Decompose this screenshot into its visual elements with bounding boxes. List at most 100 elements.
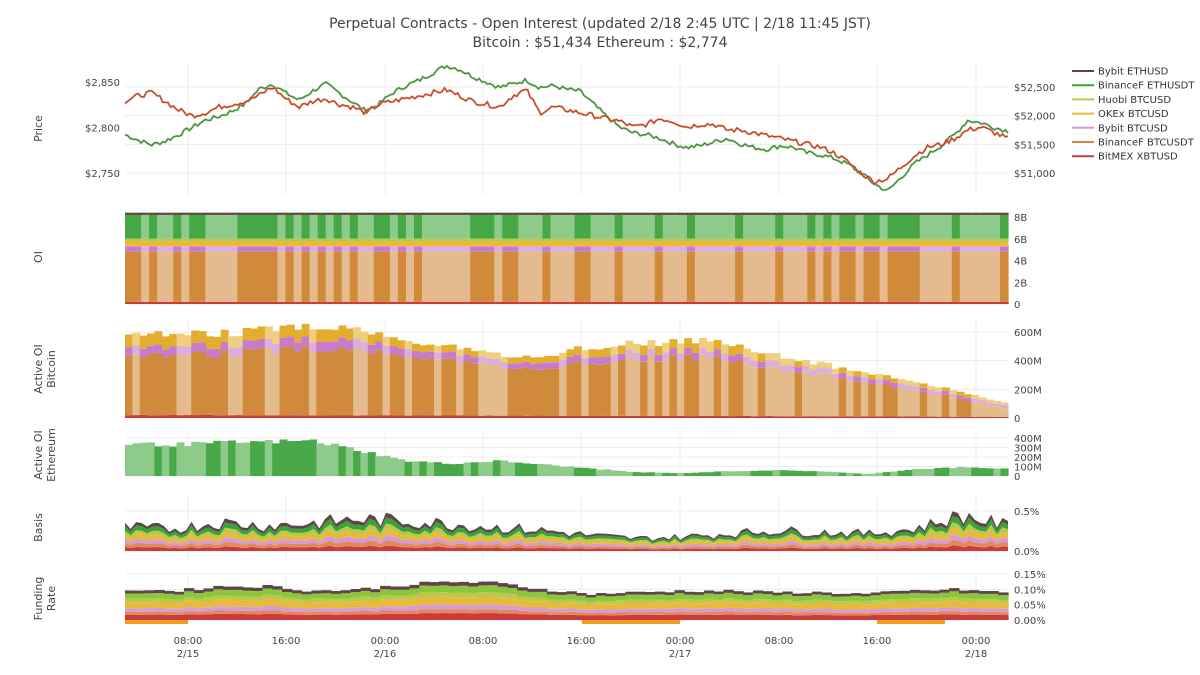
funding-step-segment	[841, 612, 852, 616]
oi-bar-segment	[847, 214, 857, 239]
active-btc-bar-segment	[625, 416, 634, 418]
legend-item[interactable]: BinanceF ETHUSDT	[1072, 81, 1195, 92]
active-btc-bar-segment	[993, 406, 1002, 417]
funding-step-segment	[252, 596, 263, 601]
oi-bar-segment	[133, 212, 142, 215]
active-btc-bar-segment	[147, 333, 156, 346]
legend-item[interactable]: Bybit BTCUSD	[1072, 123, 1168, 134]
funding-step-segment	[752, 590, 764, 594]
legend-item[interactable]: Bybit ETHUSD	[1072, 67, 1169, 78]
funding-step-segment	[174, 591, 185, 595]
funding-step-segment	[576, 609, 587, 613]
active-btc-bar-segment	[220, 329, 229, 342]
funding-step-segment	[576, 595, 587, 601]
funding-step-segment	[164, 599, 175, 603]
active-btc-bar-segment	[492, 358, 501, 366]
funding-step-segment	[272, 599, 283, 607]
oi-bar-segment	[879, 246, 889, 252]
oi-bar-segment	[863, 301, 873, 304]
active-btc-bar-segment	[743, 363, 752, 416]
funding-step-segment	[733, 611, 744, 615]
funding-step-segment	[909, 608, 921, 612]
funding-step-segment	[125, 602, 136, 609]
funding-step-segment	[478, 597, 489, 605]
funding-step-segment	[900, 590, 911, 594]
legend[interactable]: Bybit ETHUSD BinanceF ETHUSDT Huobi BTCUSD…	[1072, 67, 1195, 163]
funding-step-segment	[821, 615, 832, 620]
active-btc-bar-segment	[183, 415, 192, 418]
legend-item[interactable]: BinanceF BTCUSDT	[1072, 138, 1195, 149]
active-btc-bar-segment	[264, 339, 273, 348]
legend-item[interactable]: OKEx BTCUSD	[1072, 109, 1169, 120]
funding-step-segment	[988, 602, 999, 609]
funding-step-segment	[537, 591, 548, 598]
active-btc-bar-segment	[515, 415, 523, 418]
active-eth-bar	[559, 466, 568, 476]
funding-step-segment	[223, 599, 234, 607]
oi-bar-segment	[462, 240, 471, 247]
oi-bar-segment	[221, 214, 230, 239]
funding-step-segment	[635, 614, 646, 620]
active-btc-bar-segment	[522, 355, 531, 362]
active-eth-bar	[529, 464, 538, 476]
funding-step-segment	[605, 593, 617, 597]
active-btc-bar-segment	[470, 363, 479, 416]
oi-bar-segment	[967, 238, 977, 241]
funding-step-segment	[674, 598, 685, 603]
active-btc-bar-segment	[353, 327, 362, 339]
active-btc-bar-segment	[382, 415, 391, 418]
oi-bar-segment	[349, 246, 359, 252]
oi-bar-segment	[317, 214, 327, 239]
legend-item[interactable]: Huobi BTCUSD	[1072, 95, 1171, 106]
funding-step-segment	[134, 611, 146, 615]
oi-bar-segment	[478, 238, 487, 241]
active-eth-bar	[345, 447, 354, 476]
funding-step-segment	[625, 612, 636, 615]
active-btc-bar-segment	[139, 348, 148, 358]
active-btc-bar-segment	[191, 351, 200, 416]
oi-bar-segment	[357, 251, 367, 302]
funding-step-segment	[968, 614, 980, 620]
active-eth-bar	[257, 441, 266, 476]
funding-step-segment	[282, 614, 293, 620]
oi-bar-segment	[791, 240, 800, 247]
funding-step-segment	[488, 613, 499, 620]
funding-step-segment	[321, 593, 332, 599]
active-btc-bar-segment	[161, 349, 170, 358]
active-btc-bar-segment	[353, 338, 362, 348]
funding-step-segment	[625, 599, 636, 603]
oi-stacked-bars	[125, 212, 1009, 304]
funding-step-segment	[802, 593, 813, 596]
oi-bar-segment	[373, 301, 383, 304]
funding-step-segment	[664, 592, 675, 596]
funding-step-segment	[605, 612, 617, 616]
oi-bar-segment	[799, 240, 808, 247]
active-btc-bar-segment	[985, 402, 994, 406]
active-eth-bar	[618, 470, 626, 476]
active-btc-bar-segment	[205, 336, 214, 349]
oi-bar-segment	[654, 251, 664, 302]
oi-bar-segment	[815, 251, 824, 302]
funding-step-segment	[350, 592, 362, 598]
funding-step-segment	[183, 614, 195, 620]
funding-step-segment	[733, 599, 744, 603]
active-btc-bar-segment	[125, 347, 133, 356]
oi-bar-segment	[967, 246, 977, 252]
funding-step-segment	[429, 609, 440, 614]
oi-bar-segment	[686, 251, 696, 302]
oi-bar-segment	[694, 212, 704, 215]
active-btc-bar-segment	[750, 416, 759, 418]
oi-bar-segment	[534, 246, 543, 252]
funding-step-segment	[448, 592, 460, 598]
oi-bar-segment	[646, 246, 656, 252]
oi-bar-segment	[751, 251, 760, 302]
active-btc-bar-segment	[169, 355, 178, 415]
active-btc-bar-segment	[154, 331, 163, 345]
funding-step-segment	[311, 611, 322, 615]
funding-step-segment	[792, 593, 803, 597]
oi-bar-segment	[173, 214, 182, 239]
funding-step-segment	[860, 596, 872, 602]
funding-step-segment	[674, 590, 685, 594]
legend-item[interactable]: BitMEX XBTUSD	[1072, 152, 1178, 163]
oi-bar-segment	[181, 251, 190, 302]
